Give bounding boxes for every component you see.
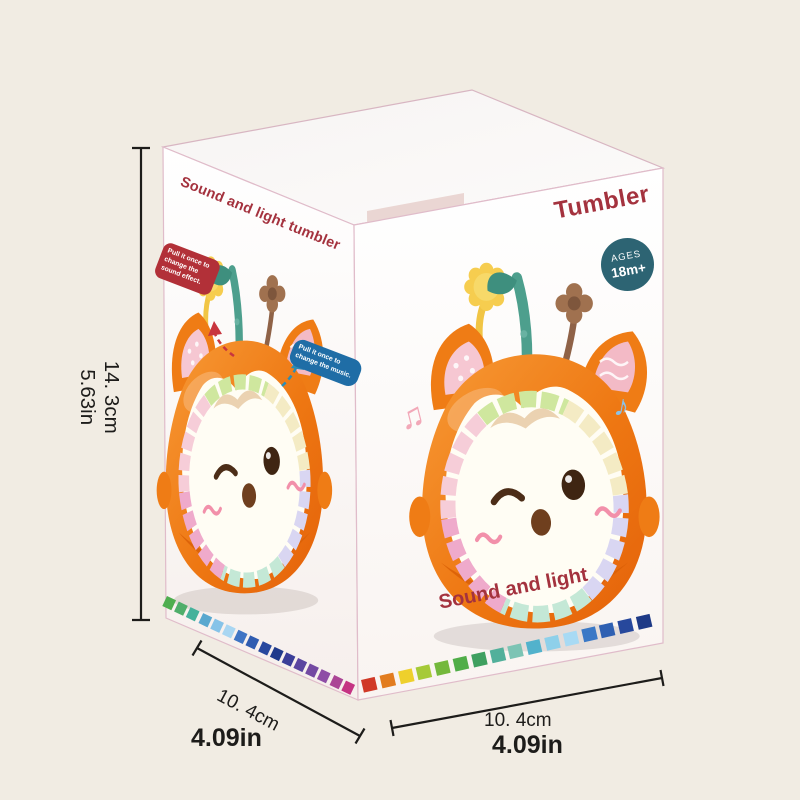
pull-arrow-red xyxy=(208,321,235,358)
height-cm: 14. 3cm xyxy=(100,360,124,434)
width-inch-label: 4.09in xyxy=(492,731,563,759)
width-cm-label: 10. 4cm xyxy=(484,710,552,731)
music-note-icon: ♪ xyxy=(612,389,633,424)
height-inch: 5.63in xyxy=(76,369,99,426)
dimension-lines xyxy=(132,146,665,745)
height-dimension-label: 14. 3cm 5.63in xyxy=(75,337,123,457)
depth-inch-label: 4.09in xyxy=(191,724,262,752)
